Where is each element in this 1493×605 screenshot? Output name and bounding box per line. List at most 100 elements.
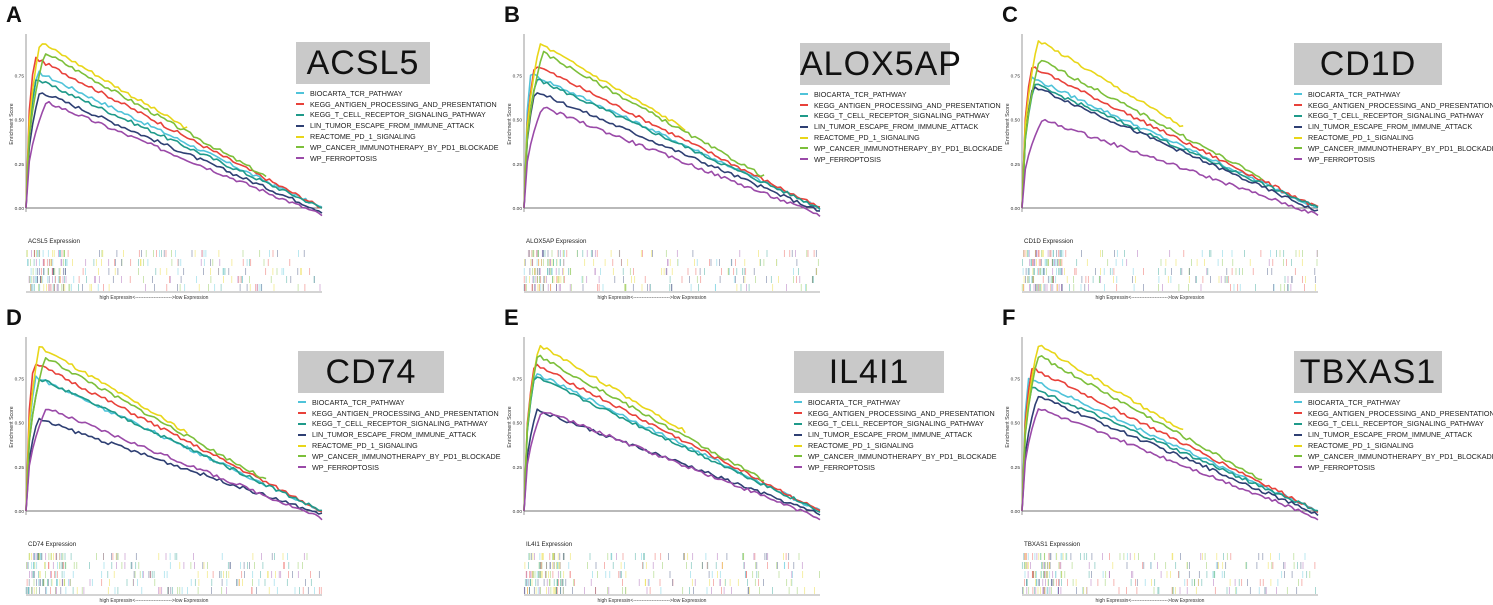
es-plot: 0.00 0.25 0.50 0.75 Enrichment Score ALOX5AP … — [507, 34, 821, 301]
es-plot: 0.00 0.25 0.50 0.75 Enrichment Score ACSL5 Ex… — [9, 34, 323, 301]
es-curve-wp-ferroptosis — [523, 106, 821, 218]
legend: BIOCARTA_TCR_PATHWAY KEGG_ANTIGEN_PROCESS… — [1294, 397, 1493, 473]
legend-item: KEGG_T_CELL_RECEPTOR_SIGNALING_PATHWAY — [800, 111, 1003, 122]
legend-item: WP_CANCER_IMMUNOTHERAPY_BY_PD1_BLOCKADE — [800, 143, 1003, 154]
legend-label: BIOCARTA_TCR_PATHWAY — [310, 88, 403, 98]
legend-swatch — [794, 412, 802, 415]
legend-swatch — [1294, 401, 1302, 404]
legend-item: KEGG_ANTIGEN_PROCESSING_AND_PRESENTATION — [800, 100, 1003, 111]
legend-item: REACTOME_PD_1_SIGNALING — [1294, 440, 1493, 451]
legend-swatch — [296, 146, 304, 149]
y-tick-label: 0.25 — [15, 162, 25, 168]
legend-item: LIN_TUMOR_ESCAPE_FROM_IMMUNE_ATTACK — [800, 121, 1003, 132]
legend-label: REACTOME_PD_1_SIGNALING — [312, 441, 418, 451]
es-curve-wp-ferroptosis — [1021, 408, 1319, 521]
legend-item: LIN_TUMOR_ESCAPE_FROM_IMMUNE_ATTACK — [794, 429, 997, 440]
y-tick-label: 0.75 — [1011, 376, 1021, 382]
x-axis-label: high Expressin<---------------------->lo… — [1096, 598, 1205, 604]
gene-name-box: ALOX5AP — [800, 43, 962, 85]
legend-swatch — [298, 412, 306, 415]
legend-label: BIOCARTA_TCR_PATHWAY — [808, 397, 901, 407]
y-tick-label: 0.25 — [1011, 465, 1021, 471]
legend-item: KEGG_ANTIGEN_PROCESSING_AND_PRESENTATION — [1294, 100, 1493, 111]
expression-label: ACSL5 Expression — [28, 238, 80, 245]
legend-item: KEGG_T_CELL_RECEPTOR_SIGNALING_PATHWAY — [298, 419, 501, 430]
legend-swatch — [298, 455, 306, 458]
legend-swatch — [794, 466, 802, 469]
y-tick-label: 0.50 — [513, 421, 523, 427]
legend-swatch — [1294, 422, 1302, 425]
legend-label: REACTOME_PD_1_SIGNALING — [310, 132, 416, 142]
legend-item: BIOCARTA_TCR_PATHWAY — [1294, 89, 1493, 100]
panel-letter: C — [1002, 2, 1018, 27]
legend-label: KEGG_ANTIGEN_PROCESSING_AND_PRESENTATION — [1308, 100, 1493, 110]
legend-item: WP_CANCER_IMMUNOTHERAPY_BY_PD1_BLOCKADE — [794, 451, 997, 462]
legend-label: LIN_TUMOR_ESCAPE_FROM_IMMUNE_ATTACK — [1308, 430, 1473, 440]
hit-barcode — [26, 250, 321, 291]
legend-label: WP_FERROPTOSIS — [310, 153, 377, 163]
y-tick-label: 0.25 — [15, 465, 25, 471]
legend-label: KEGG_ANTIGEN_PROCESSING_AND_PRESENTATION — [1308, 408, 1493, 418]
legend-label: KEGG_ANTIGEN_PROCESSING_AND_PRESENTATION — [312, 408, 499, 418]
es-curve-kegg-antigen-processing-and-presentation — [1021, 66, 1319, 209]
y-axis-label: Enrichment Score — [1005, 103, 1011, 144]
legend-label: KEGG_ANTIGEN_PROCESSING_AND_PRESENTATION — [814, 100, 1001, 110]
es-curve-reactome-pd-1-signaling — [1021, 344, 1184, 512]
hit-barcode — [25, 553, 322, 594]
gsea-panel-d: D 0.00 0.25 0.50 0.75 Enrichment Score CD74 Ex… — [0, 303, 501, 605]
hit-barcode — [1021, 553, 1316, 594]
gsea-panel-b: B 0.00 0.25 0.50 0.75 Enrichment Score ALOX5AP… — [498, 0, 1003, 302]
legend-item: KEGG_T_CELL_RECEPTOR_SIGNALING_PATHWAY — [794, 419, 997, 430]
legend-swatch — [1294, 147, 1302, 150]
es-curve-wp-cancer-immunotherapy-by-pd1-blockade — [1021, 355, 1263, 512]
gsea-panel-c: C 0.00 0.25 0.50 0.75 Enrichment Score CD1D Ex… — [996, 0, 1493, 302]
legend-swatch — [296, 157, 304, 160]
legend-swatch — [800, 136, 808, 139]
legend-swatch — [800, 125, 808, 128]
legend-label: KEGG_T_CELL_RECEPTOR_SIGNALING_PATHWAY — [1308, 111, 1484, 121]
legend-swatch — [1294, 455, 1302, 458]
legend-item: BIOCARTA_TCR_PATHWAY — [800, 89, 1003, 100]
y-tick-label: 0.00 — [15, 206, 25, 212]
es-curve-kegg-antigen-processing-and-presentation — [1021, 367, 1319, 514]
es-curve-wp-ferroptosis — [1021, 118, 1319, 216]
legend-swatch — [298, 433, 306, 436]
es-curve-lin-tumor-escape-from-immune-attack — [25, 92, 323, 214]
legend-label: LIN_TUMOR_ESCAPE_FROM_IMMUNE_ATTACK — [1308, 122, 1473, 132]
legend-item: KEGG_T_CELL_RECEPTOR_SIGNALING_PATHWAY — [1294, 111, 1493, 122]
es-curve-wp-ferroptosis — [523, 411, 821, 521]
es-curve-lin-tumor-escape-from-immune-attack — [523, 92, 820, 212]
expression-label: CD1D Expression — [1024, 238, 1074, 245]
es-curve-wp-cancer-immunotherapy-by-pd1-blockade — [1021, 59, 1263, 209]
legend-label: LIN_TUMOR_ESCAPE_FROM_IMMUNE_ATTACK — [808, 430, 973, 440]
es-curve-lin-tumor-escape-from-immune-attack — [1021, 86, 1319, 212]
legend-swatch — [800, 104, 808, 107]
legend-item: REACTOME_PD_1_SIGNALING — [296, 131, 499, 142]
legend-label: BIOCARTA_TCR_PATHWAY — [814, 89, 907, 99]
legend-item: BIOCARTA_TCR_PATHWAY — [1294, 397, 1493, 408]
y-tick-label: 0.50 — [1011, 421, 1021, 427]
legend-label: WP_FERROPTOSIS — [1308, 154, 1375, 164]
gene-name-box: CD1D — [1294, 43, 1442, 85]
legend-item: WP_FERROPTOSIS — [1294, 154, 1493, 165]
y-tick-label: 0.00 — [1011, 509, 1021, 515]
es-curve-kegg-antigen-processing-and-presentation — [25, 363, 323, 513]
legend: BIOCARTA_TCR_PATHWAY KEGG_ANTIGEN_PROCESS… — [296, 88, 499, 164]
y-tick-label: 0.50 — [15, 421, 25, 427]
legend-item: KEGG_T_CELL_RECEPTOR_SIGNALING_PATHWAY — [1294, 419, 1493, 430]
y-tick-label: 0.00 — [513, 509, 523, 515]
legend-swatch — [800, 158, 808, 161]
y-axis-label: Enrichment Score — [9, 406, 15, 447]
legend-label: WP_CANCER_IMMUNOTHERAPY_BY_PD1_BLOCKADE — [1308, 143, 1493, 153]
expression-label: CD74 Expression — [28, 541, 77, 548]
x-axis-label: high Expressin<---------------------->lo… — [1096, 295, 1205, 301]
x-axis-label: high Expressin<---------------------->lo… — [598, 295, 707, 301]
legend-swatch — [794, 401, 802, 404]
panel-letter: B — [504, 2, 520, 27]
legend-item: WP_FERROPTOSIS — [298, 462, 501, 473]
es-curve-lin-tumor-escape-from-immune-attack — [25, 417, 323, 515]
legend-swatch — [296, 103, 304, 106]
legend-swatch — [794, 455, 802, 458]
y-tick-label: 0.25 — [513, 465, 523, 471]
es-curve-wp-cancer-immunotherapy-by-pd1-blockade — [523, 50, 765, 209]
